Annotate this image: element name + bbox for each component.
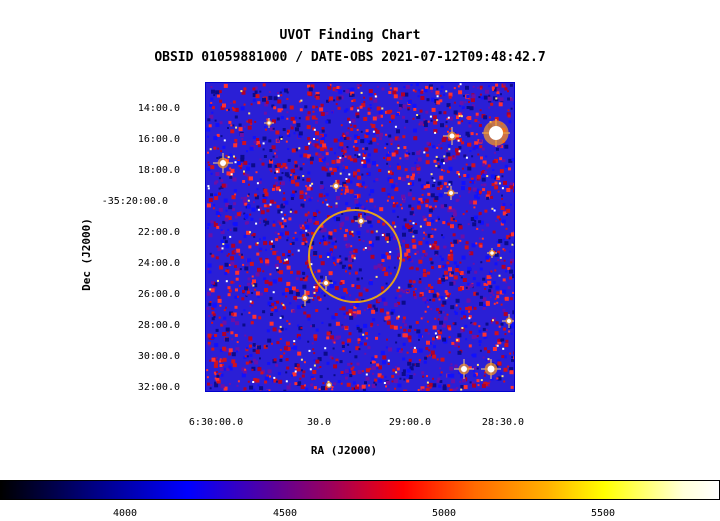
sky-image-panel — [205, 82, 518, 394]
star — [443, 127, 461, 145]
x-tick-label: 28:30.0 — [481, 417, 525, 428]
y-tick-label: 18:00.0 — [137, 165, 180, 176]
chart-title: UVOT Finding Chart — [279, 28, 421, 43]
y-tick-label: 30:00.0 — [137, 351, 180, 362]
y-tick-label: 16:00.0 — [137, 134, 180, 145]
colorbar-label: 5500 — [590, 508, 616, 519]
colorbar — [0, 480, 720, 500]
stars-layer — [213, 118, 516, 389]
noise-texture — [206, 83, 518, 394]
x-tick-label: 29:00.0 — [388, 417, 432, 428]
x-axis-label: RA (J2000) — [310, 444, 378, 457]
colorbar-label: 4500 — [272, 508, 298, 519]
x-tick-label: 6:30:00.0 — [188, 417, 244, 428]
star — [264, 118, 274, 128]
y-tick-label: -35:20:00.0 — [101, 196, 168, 207]
y-tick-label: 26:00.0 — [137, 289, 180, 300]
star — [330, 180, 342, 192]
sky-image — [206, 83, 518, 394]
colorbar-label: 5000 — [431, 508, 457, 519]
y-tick-label: 24:00.0 — [137, 258, 180, 269]
star — [325, 381, 333, 389]
star — [355, 215, 367, 227]
star — [297, 290, 313, 306]
x-tick-label: 30.0 — [306, 417, 332, 428]
star — [487, 248, 497, 258]
star — [482, 119, 510, 147]
y-tick-label: 28:00.0 — [137, 320, 180, 331]
target-region-circle — [308, 209, 402, 303]
star — [502, 314, 516, 328]
star — [319, 276, 333, 290]
y-tick-label: 22:00.0 — [137, 227, 180, 238]
chart-subtitle: OBSID 01059881000 / DATE-OBS 2021-07-12T… — [154, 50, 546, 65]
star — [444, 186, 458, 200]
colorbar-label: 4000 — [112, 508, 138, 519]
star — [454, 359, 474, 379]
y-tick-label: 14:00.0 — [137, 103, 180, 114]
star — [213, 153, 233, 173]
y-tick-label: 32:00.0 — [137, 382, 180, 393]
star — [481, 359, 501, 379]
